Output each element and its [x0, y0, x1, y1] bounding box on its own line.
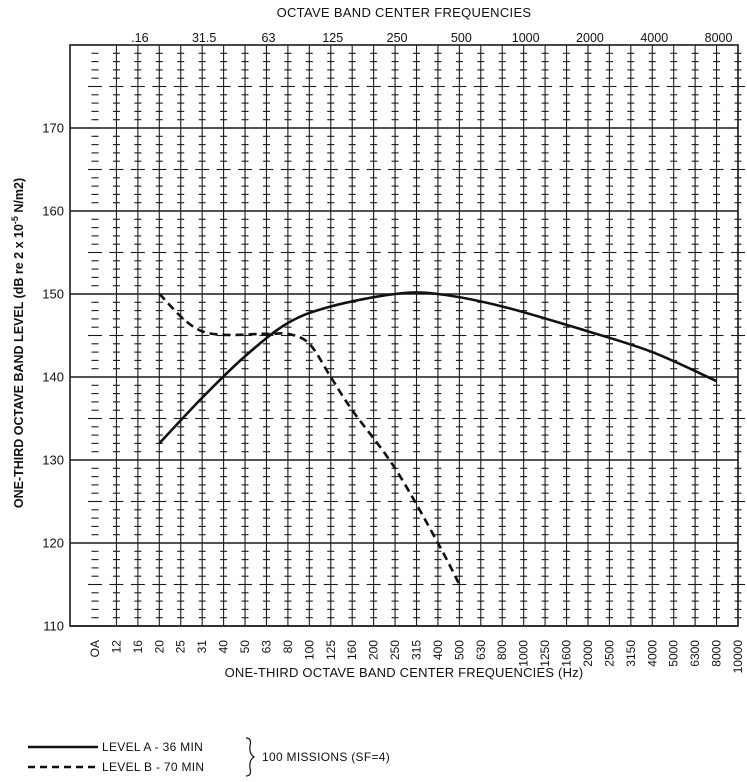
x-tick-label: 80	[281, 640, 295, 654]
top-tick-label: 250	[387, 31, 408, 45]
x-tick-label: 100	[302, 640, 316, 660]
y-axis-title-exponent: -5	[10, 216, 20, 224]
top-tick-label: 2000	[576, 31, 604, 45]
x-tick-label: 3150	[624, 640, 638, 667]
top-tick-label: 500	[451, 31, 472, 45]
x-tick-label: 63	[259, 640, 273, 654]
top-tick-label: 31.5	[192, 31, 216, 45]
x-tick-label: 10000	[731, 640, 745, 674]
y-tick-label: 140	[42, 370, 64, 385]
x-tick-label: 2500	[602, 640, 616, 667]
x-tick-label: 40	[217, 640, 231, 654]
x-tick-label: 400	[431, 640, 445, 660]
label-layer: OCTAVE BAND CENTER FREQUENCIES ONE-THIRD…	[10, 5, 745, 680]
x-tick-label: 1000	[517, 640, 531, 667]
x-tick-label: 8000	[710, 640, 724, 667]
y-tick-label: 160	[42, 204, 64, 219]
x-tick-label: 125	[324, 640, 338, 660]
x-tick-label: OA	[88, 640, 102, 657]
x-tick-label: 20	[152, 640, 166, 654]
x-tick-label: 800	[495, 640, 509, 660]
top-tick-label: 63	[262, 31, 276, 45]
top-tick-label: 4000	[640, 31, 668, 45]
x-tick-label: 31	[195, 640, 209, 654]
x-tick-label: 12	[109, 640, 123, 654]
y-tick-label: 130	[42, 453, 64, 468]
x-tick-label: 4000	[645, 640, 659, 667]
x-tick-label: 6300	[688, 640, 702, 667]
y-tick-label: 120	[42, 536, 64, 551]
chart-title: OCTAVE BAND CENTER FREQUENCIES	[277, 5, 532, 20]
x-tick-label: 1250	[538, 640, 552, 667]
top-tick-label: 1000	[512, 31, 540, 45]
legend-note: 100 MISSIONS (SF=4)	[262, 750, 390, 764]
y-axis-title-unit: N/m2)	[12, 178, 26, 216]
top-tick-label: 8000	[705, 31, 733, 45]
y-tick-label: 110	[43, 619, 64, 634]
y-axis-title: ONE-THIRD OCTAVE BAND LEVEL (dB re 2 x 1…	[10, 178, 26, 508]
grid-layer	[69, 44, 745, 627]
x-tick-label: 25	[174, 640, 188, 654]
x-tick-label: 315	[410, 640, 424, 660]
x-tick-label: 250	[388, 640, 402, 660]
x-tick-label: 500	[452, 640, 466, 660]
series-line-level-b	[158, 293, 461, 586]
y-tick-label: 170	[42, 121, 64, 136]
top-tick-label: 125	[322, 31, 343, 45]
series-line-level-a	[158, 291, 718, 445]
x-tick-label: 50	[238, 640, 252, 654]
x-tick-label: 1600	[560, 640, 574, 667]
x-tick-label: 200	[367, 640, 381, 660]
x-tick-label: 16	[131, 640, 145, 654]
x-tick-label: 630	[474, 640, 488, 660]
x-tick-label: 160	[345, 640, 359, 660]
x-axis-title: ONE-THIRD OCTAVE BAND CENTER FREQUENCIES…	[225, 665, 584, 680]
legend-label-level-a: LEVEL A - 36 MIN	[102, 740, 203, 754]
x-tick-label: 5000	[667, 640, 681, 667]
legend-brace	[245, 737, 256, 777]
legend-label-level-b: LEVEL B - 70 MIN	[102, 760, 204, 774]
legend: LEVEL A - 36 MIN LEVEL B - 70 MIN 100 MI…	[28, 737, 390, 777]
y-axis-title-main: ONE-THIRD OCTAVE BAND LEVEL (dB re 2 x 1…	[12, 224, 26, 508]
x-tick-label: 2000	[581, 640, 595, 667]
top-tick-label: .16	[131, 31, 148, 45]
y-tick-label: 150	[42, 287, 64, 302]
data-layer	[158, 291, 718, 586]
